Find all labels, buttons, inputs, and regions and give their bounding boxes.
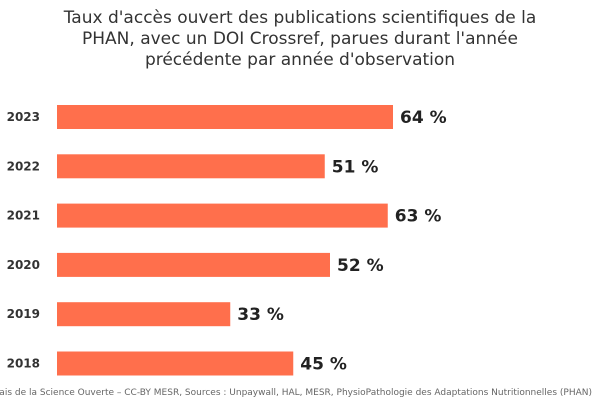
chart-title-line-2: PHAN, avec un DOI Crossref, parues duran… <box>82 29 518 49</box>
bar-2020[interactable] <box>57 252 330 277</box>
category-label-2021: 2021 <box>7 209 40 223</box>
category-label-2020: 2020 <box>7 258 40 272</box>
data-label-2021: 63 % <box>395 207 442 227</box>
bar-2018[interactable] <box>57 351 294 376</box>
bar-2019[interactable] <box>57 302 231 327</box>
chart-title-line-1: Taux d'accès ouvert des publications sci… <box>63 8 537 28</box>
category-label-2018: 2018 <box>7 357 40 371</box>
data-label-2022: 51 % <box>332 157 379 177</box>
data-label-2018: 45 % <box>300 355 347 375</box>
bar-2022[interactable] <box>57 154 325 179</box>
category-label-2023: 2023 <box>7 110 40 124</box>
data-label-2020: 52 % <box>337 256 384 276</box>
plot-area: 2023 64 % 2022 51 % 2021 63 % 2020 52 % 2019 33 %… <box>7 105 447 376</box>
chart-credits: Baromètre français de la Science Ouverte… <box>0 387 592 398</box>
chart-title: Taux d'accès ouvert des publications sci… <box>63 8 537 70</box>
chart-title-line-3: précédente par année d'observation <box>145 50 455 70</box>
bar-2021[interactable] <box>57 203 388 228</box>
category-label-2019: 2019 <box>7 307 40 321</box>
bar-2023[interactable] <box>57 105 393 129</box>
category-label-2022: 2022 <box>7 159 40 173</box>
data-label-2019: 33 % <box>237 305 284 325</box>
data-label-2023: 64 % <box>400 108 447 128</box>
